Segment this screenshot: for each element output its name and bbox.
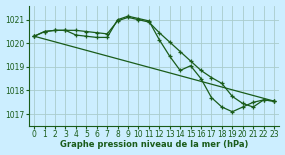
X-axis label: Graphe pression niveau de la mer (hPa): Graphe pression niveau de la mer (hPa) (60, 140, 248, 149)
